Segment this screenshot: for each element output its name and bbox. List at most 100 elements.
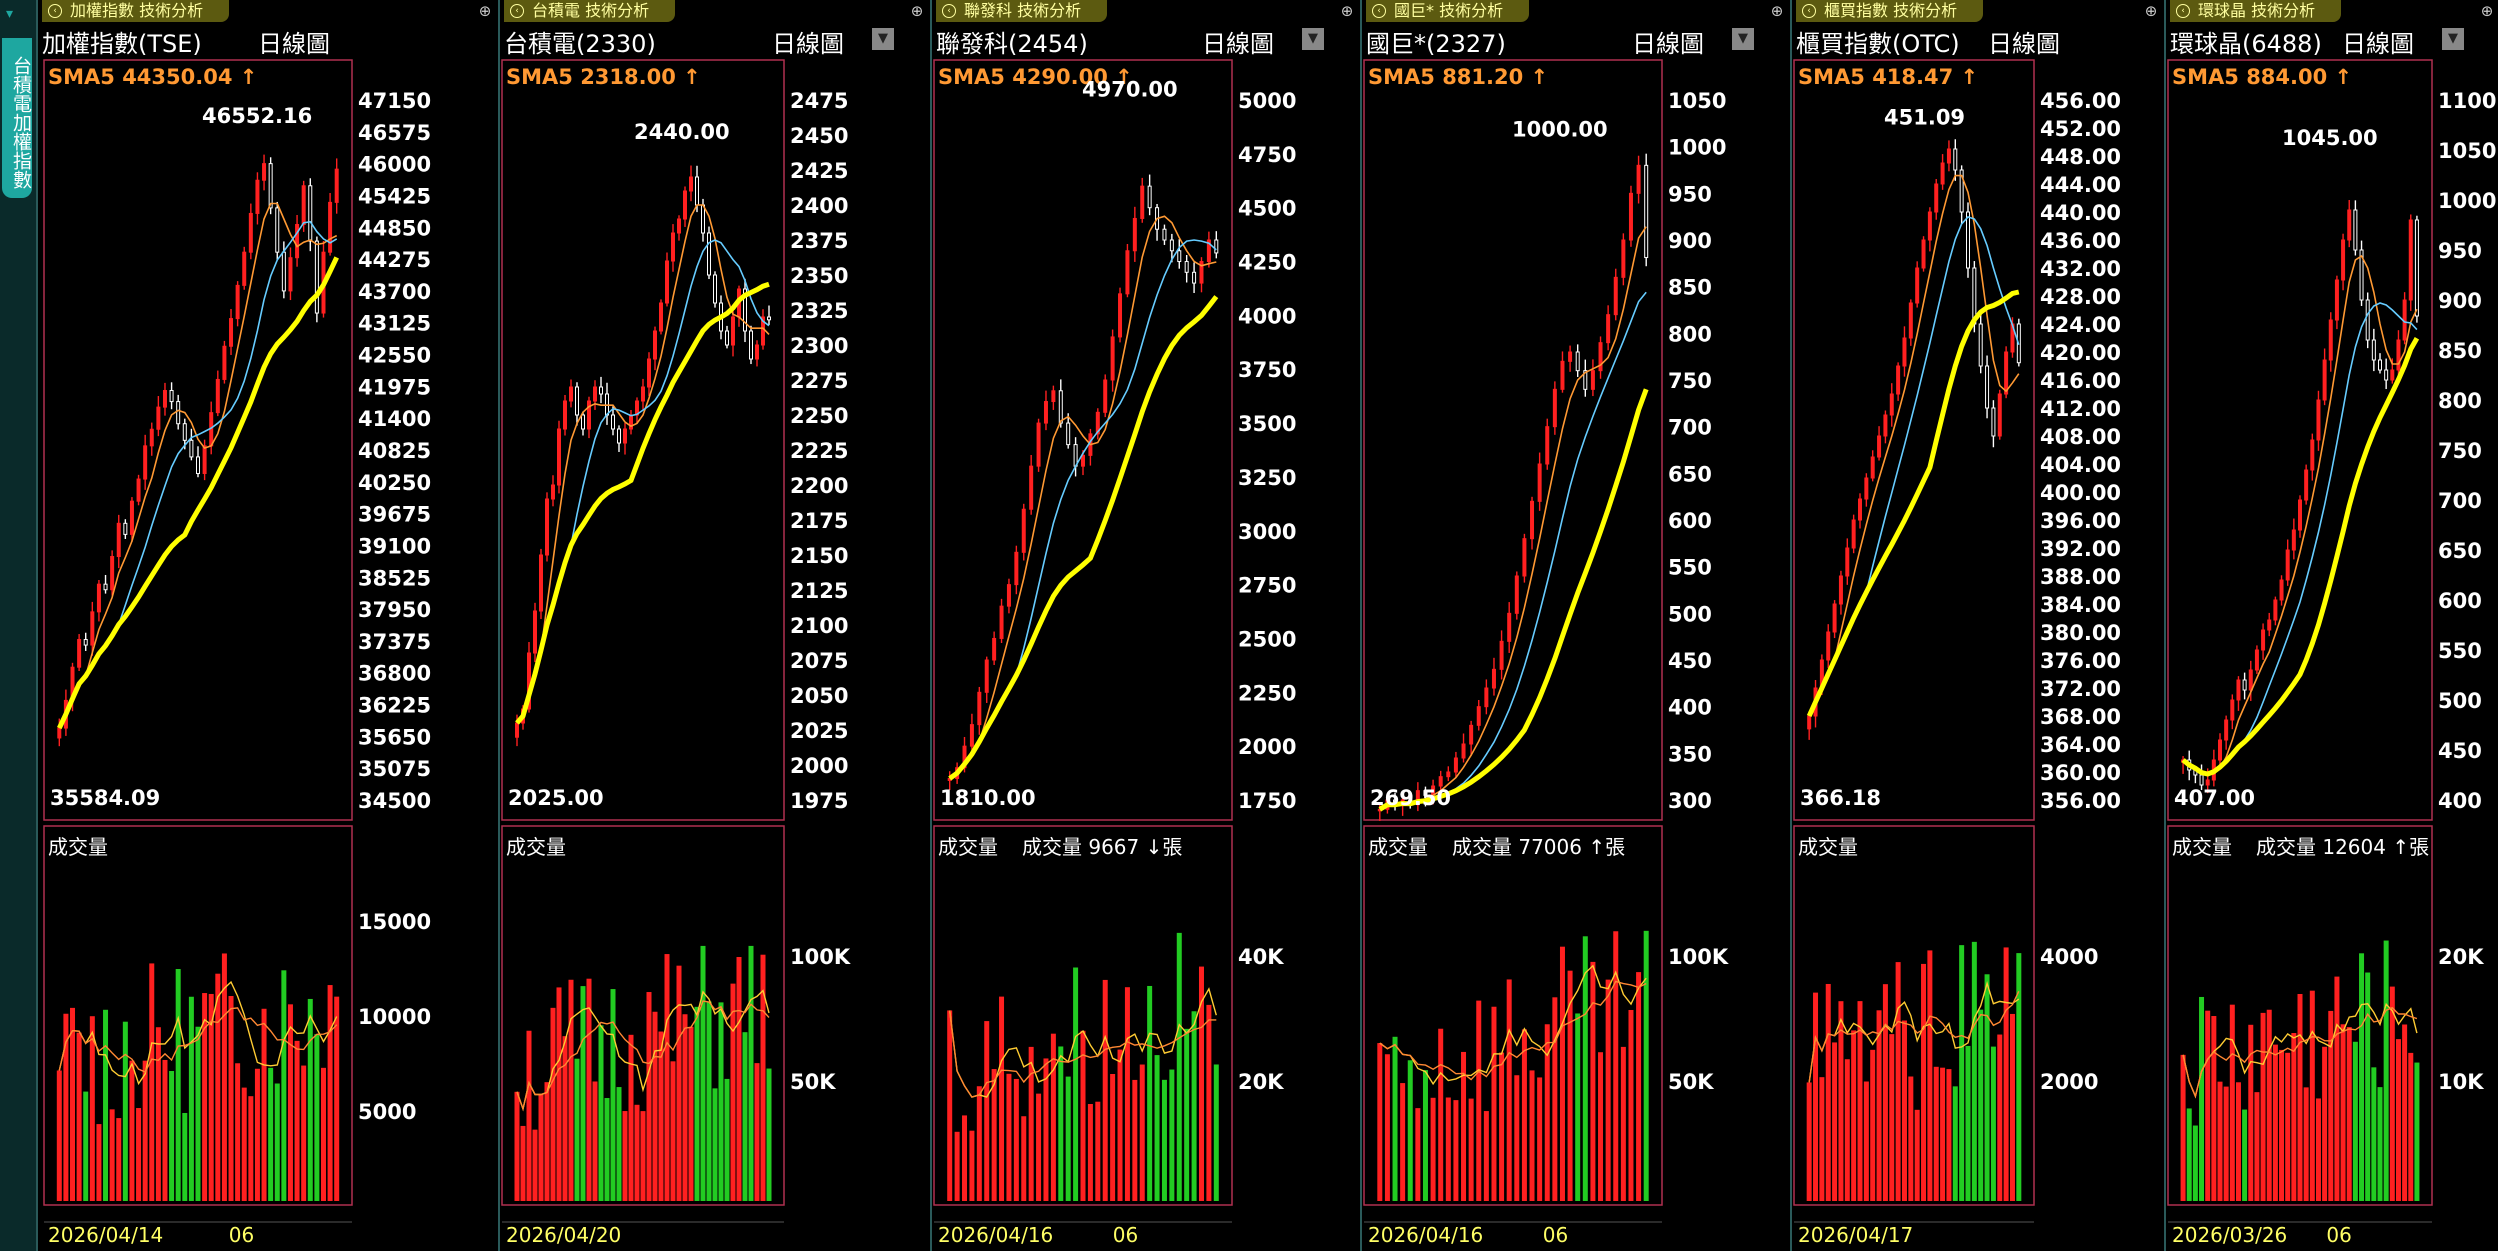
price-tick-label: 440.00 — [2040, 201, 2121, 225]
volume-bar — [1169, 1069, 1175, 1201]
sma-label: SMA5 881.20 ↑ — [1368, 65, 1548, 89]
price-tick-label: 2000 — [790, 754, 848, 778]
volume-bar — [2291, 1033, 2297, 1201]
volume-value: 成交量 77006 ↑張 — [1452, 835, 1625, 859]
volume-tick-label: 20K — [2438, 945, 2484, 969]
volume-bar — [1832, 1042, 1838, 1201]
candle-body — [992, 637, 997, 661]
candle-body — [1081, 454, 1085, 467]
volume-title: 成交量 — [1368, 835, 1428, 859]
candle-body — [110, 556, 115, 591]
candle-body — [2199, 774, 2204, 786]
volume-bar — [610, 989, 616, 1201]
price-tick-label: 700 — [2438, 489, 2482, 513]
volume-bar — [2260, 1012, 2266, 1201]
candle-body — [683, 190, 687, 220]
panel-menu-icon[interactable]: ‹ — [510, 4, 524, 18]
period-dropdown-icon[interactable]: ▼ — [872, 28, 894, 50]
candle-body — [2273, 599, 2278, 621]
price-tick-label: 350 — [1668, 742, 1712, 766]
volume-bar — [1857, 1001, 1863, 1201]
chart-period-label: 日線圖 — [2342, 30, 2414, 58]
candle-body — [599, 386, 603, 395]
period-dropdown-icon[interactable]: ▼ — [1302, 28, 1324, 50]
period-dropdown-icon[interactable]: ▼ — [1732, 28, 1754, 50]
price-tick-label: 2275 — [790, 369, 848, 393]
low-price-label: 35584.09 — [50, 786, 160, 810]
price-tick-label: 4750 — [1238, 143, 1296, 167]
candle-body — [1438, 776, 1443, 787]
price-tick-label: 500 — [1668, 602, 1712, 626]
volume-bar — [1978, 1009, 1984, 1201]
panel-tab[interactable]: ‹ 環球晶 技術分析 — [2170, 0, 2342, 22]
volume-bar — [544, 1082, 550, 1201]
price-tick-label: 43125 — [358, 312, 431, 336]
candle-body — [1043, 401, 1048, 424]
panel-menu-icon[interactable]: ‹ — [2176, 4, 2190, 18]
volume-bar — [1914, 1109, 1920, 1201]
panel-tab[interactable]: ‹ 國巨* 技術分析 — [1366, 0, 1530, 22]
price-tick-label: 1750 — [1238, 789, 1296, 813]
candle-body — [1934, 183, 1939, 213]
zoom-icon[interactable]: ⊕ — [1340, 2, 1354, 20]
price-tick-label: 4000 — [1238, 304, 1296, 328]
price-tick-label: 600 — [1668, 509, 1712, 533]
low-price-label: 1810.00 — [940, 786, 1036, 810]
collapse-caret-icon[interactable]: ▾ — [6, 6, 14, 22]
vol-ma10-line — [1808, 991, 2020, 1083]
candle-body — [1896, 365, 1901, 395]
volume-bar — [1613, 931, 1619, 1201]
volume-frame — [43, 825, 353, 1206]
zoom-icon[interactable]: ⊕ — [910, 2, 924, 20]
volume-bar — [334, 996, 340, 1201]
candle-body — [2347, 209, 2352, 241]
volume-bar — [1102, 979, 1108, 1201]
volume-bar — [574, 1058, 580, 1201]
panel-menu-icon[interactable]: ‹ — [1802, 4, 1816, 18]
volume-tick-label: 20K — [1238, 1070, 1284, 1094]
volume-bar — [1021, 1116, 1027, 1201]
volume-tick-label: 100K — [1668, 945, 1729, 969]
volume-bar — [586, 978, 592, 1201]
candle-body — [587, 400, 591, 430]
volume-bar — [1198, 966, 1204, 1201]
price-frame — [2167, 59, 2433, 821]
volume-bar — [622, 1111, 628, 1201]
symbol-title: 櫃買指數(OTC) — [1796, 30, 1960, 58]
volume-bar — [1400, 1083, 1406, 1201]
volume-bar — [76, 1032, 82, 1201]
panel-menu-icon[interactable]: ‹ — [48, 4, 62, 18]
price-tick-label: 34500 — [358, 789, 431, 813]
price-tick-label: 420.00 — [2040, 341, 2121, 365]
panel-tab[interactable]: ‹ 台積電 技術分析 — [504, 0, 676, 22]
chart-panel-p4: ‹ 國巨* 技術分析 ⊕ 國巨*(2327) 日線圖 ▼ SMA5 881.20 ↑ 1050… — [1360, 0, 1790, 1251]
zoom-icon[interactable]: ⊕ — [2480, 2, 2494, 20]
candles — [2181, 199, 2419, 794]
candle-body — [308, 185, 313, 242]
price-tick-label: 400.00 — [2040, 481, 2121, 505]
sidebar-group-tab[interactable]: 台積電加權指數 — [2, 38, 32, 198]
volume-bar — [2340, 1024, 2346, 1201]
vol-ma5-line — [1379, 964, 1647, 1086]
volume-bar — [1087, 1103, 1093, 1201]
candle-body — [83, 639, 88, 646]
volume-bar — [314, 1034, 320, 1201]
panel-tab[interactable]: ‹ 加權指數 技術分析 — [42, 0, 230, 22]
panel-tab[interactable]: ‹ 櫃買指數 技術分析 — [1796, 0, 1984, 22]
price-tick-label: 448.00 — [2040, 145, 2121, 169]
high-price-label: 1045.00 — [2282, 126, 2378, 150]
panel-tab[interactable]: ‹ 聯發科 技術分析 — [936, 0, 1108, 22]
zoom-icon[interactable]: ⊕ — [2144, 2, 2158, 20]
price-tick-label: 3500 — [1238, 412, 1296, 436]
volume-bar — [1506, 979, 1512, 1201]
zoom-icon[interactable]: ⊕ — [1770, 2, 1784, 20]
volume-bar — [2377, 1087, 2383, 1201]
zoom-icon[interactable]: ⊕ — [478, 2, 492, 20]
chart-svg: SMA5 418.47 ↑ 456.00 452.00 448.00 444.00 440… — [1793, 59, 2121, 1247]
panel-menu-icon[interactable]: ‹ — [942, 4, 956, 18]
candle-body — [641, 386, 645, 402]
period-dropdown-icon[interactable]: ▼ — [2442, 28, 2464, 50]
panel-menu-icon[interactable]: ‹ — [1372, 4, 1386, 18]
candle-body — [1560, 360, 1565, 390]
candle-body — [2267, 619, 2272, 631]
